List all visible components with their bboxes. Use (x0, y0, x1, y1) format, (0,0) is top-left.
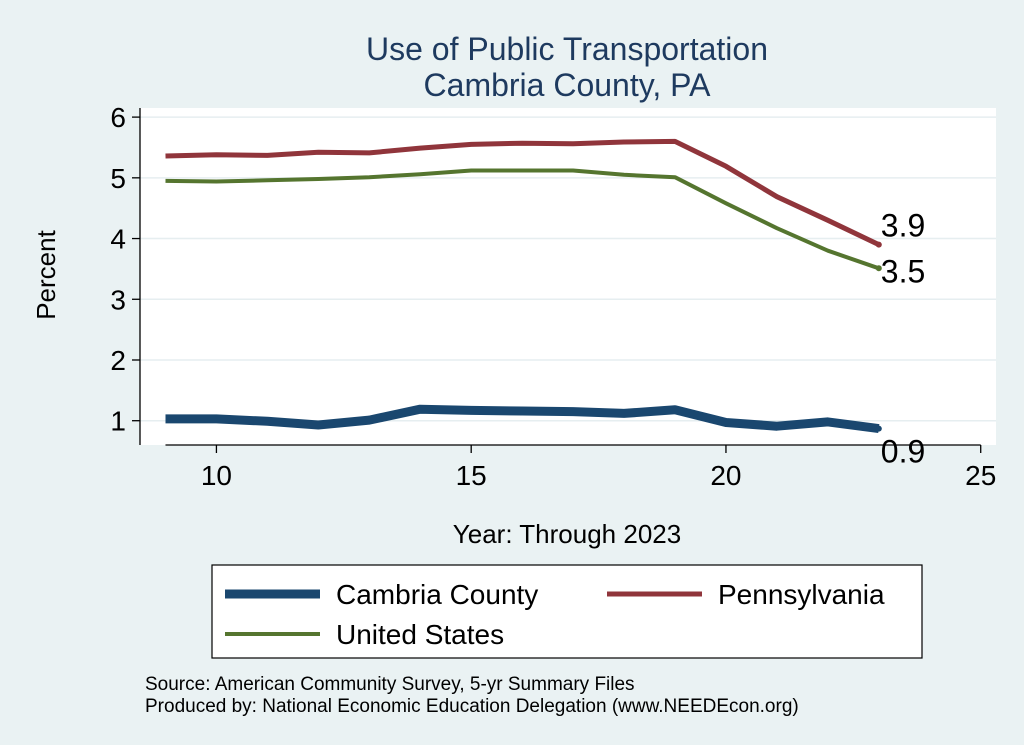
source-note: Source: American Community Survey, 5-yr … (145, 674, 635, 695)
legend-label: Pennsylvania (718, 579, 885, 610)
series-lines (165, 138, 880, 434)
end-point-marker (875, 265, 882, 272)
legend-label: United States (336, 619, 504, 650)
x-tick-label: 25 (965, 460, 996, 491)
y-tick-label: 2 (110, 345, 126, 376)
y-tick-label: 1 (110, 406, 126, 437)
x-tick-label: 10 (201, 460, 232, 491)
x-tick-label: 20 (710, 460, 741, 491)
y-axis-title: Percent (31, 229, 61, 319)
axes: 1 2 3 4 5 6 10 15 20 25 (110, 102, 996, 491)
plot-area (140, 108, 996, 445)
end-point-marker (875, 425, 882, 432)
producer-note: Produced by: National Economic Education… (145, 696, 799, 717)
y-tick-label: 5 (110, 163, 126, 194)
x-tick-label: 15 (456, 460, 487, 491)
end-labels: 0.9 3.9 3.5 (875, 208, 925, 470)
series-line-cambria-county (165, 404, 880, 434)
end-label: 3.5 (881, 253, 925, 289)
series-line-pennsylvania (165, 138, 880, 247)
chart-title-line-1: Use of Public Transportation (366, 31, 768, 67)
end-label: 0.9 (881, 434, 925, 470)
x-axis-title: Year: Through 2023 (453, 519, 681, 549)
legend-label: Cambria County (336, 579, 538, 610)
legend: Cambria County Pennsylvania United States (211, 564, 923, 659)
y-tick-label: 4 (110, 224, 126, 255)
chart-title-line-2: Cambria County, PA (424, 67, 712, 103)
y-tick-label: 3 (110, 284, 126, 315)
series-line-united-states (165, 168, 880, 271)
y-tick-label: 6 (110, 102, 126, 133)
end-point-marker (875, 241, 882, 248)
end-label: 3.9 (881, 208, 925, 244)
legend-box (211, 564, 923, 659)
